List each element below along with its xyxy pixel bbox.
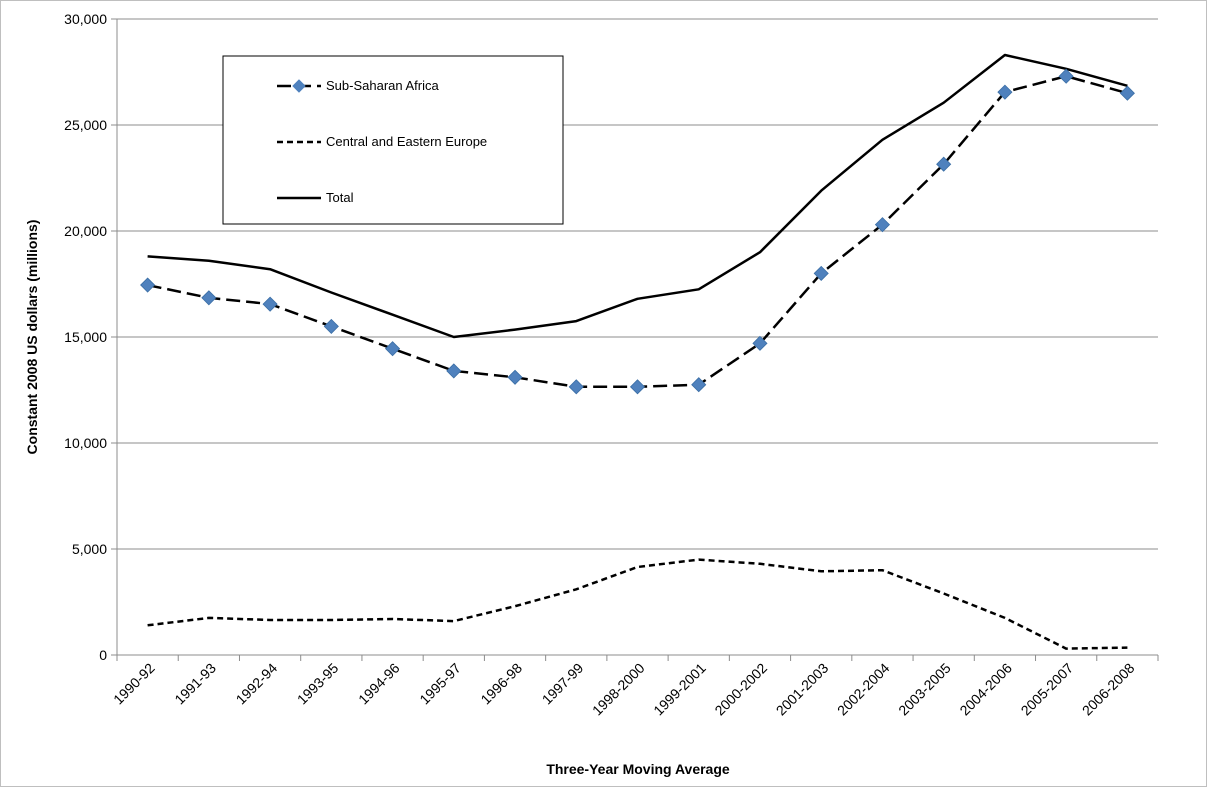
x-tick-label: 1991-93 — [171, 660, 219, 708]
x-tick-label: 1994-96 — [355, 660, 403, 708]
data-point-sub-saharan-africa — [1058, 68, 1074, 84]
x-tick-label: 1997-99 — [539, 660, 587, 708]
data-point-sub-saharan-africa — [936, 156, 952, 172]
legend-item-total: Total — [277, 190, 354, 205]
legend-label-total: Total — [326, 190, 354, 205]
x-tick-label: 1998-2000 — [589, 660, 648, 719]
x-tick-label: 1999-2001 — [650, 660, 709, 719]
x-tick-labels: 1990-92 1991-93 1992-94 1993-95 1994-96 1995-… — [110, 660, 1138, 719]
legend-box — [222, 55, 564, 225]
legend-label-sub-saharan-africa: Sub-Saharan Africa — [326, 78, 440, 93]
legend: Sub-Saharan Africa Central and Eastern E… — [222, 55, 564, 225]
y-tick-label: 10,000 — [64, 435, 107, 451]
axes — [111, 18, 1159, 661]
data-point-sub-saharan-africa — [507, 369, 523, 385]
data-point-sub-saharan-africa — [813, 265, 829, 281]
data-point-sub-saharan-africa — [140, 277, 156, 293]
data-point-sub-saharan-africa — [323, 318, 339, 334]
data-point-sub-saharan-africa — [201, 290, 217, 306]
y-tick-label: 5,000 — [72, 541, 107, 557]
x-tick-label: 2000-2002 — [711, 660, 770, 719]
x-axis-title: Three-Year Moving Average — [546, 761, 730, 777]
data-point-sub-saharan-africa — [874, 217, 891, 233]
y-tick-label: 25,000 — [64, 117, 107, 133]
x-tick-label: 2002-2004 — [834, 660, 893, 719]
series-line-total — [147, 53, 1128, 339]
legend-marker-diamond — [292, 79, 306, 93]
legend-label-central-eastern-europe: Central and Eastern Europe — [326, 134, 487, 149]
data-point-sub-saharan-africa — [752, 335, 768, 351]
series-markers — [140, 68, 1135, 395]
x-tick-label: 1990-92 — [110, 660, 158, 708]
y-tick-label: 15,000 — [64, 329, 107, 345]
x-tick-label: 2006-2008 — [1079, 660, 1138, 719]
x-tick-label: 1995-97 — [416, 660, 464, 708]
legend-item-central-eastern-europe: Central and Eastern Europe — [277, 134, 487, 149]
x-tick-label: 2003-2005 — [895, 660, 954, 719]
x-tick-label: 1996-98 — [477, 660, 525, 708]
x-tick-label: 1992-94 — [233, 660, 281, 708]
series-line-central-eastern-europe — [147, 558, 1128, 650]
y-tick-label: 30,000 — [64, 11, 107, 27]
y-axis-title: Constant 2008 US dollars (millions) — [24, 220, 40, 455]
data-point-sub-saharan-africa — [262, 296, 278, 312]
data-point-sub-saharan-africa — [568, 379, 584, 395]
x-tick-label: 2005-2007 — [1018, 660, 1077, 719]
y-tick-labels: 0 5,000 10,000 15,000 20,000 25,000 30,000 — [64, 11, 107, 663]
y-tick-label: 0 — [99, 647, 107, 663]
x-tick-label: 2001-2003 — [773, 660, 832, 719]
data-point-sub-saharan-africa — [691, 377, 707, 393]
x-tick-label: 1993-95 — [294, 660, 342, 708]
x-tick-label: 2004-2006 — [956, 660, 1015, 719]
data-point-sub-saharan-africa — [446, 363, 462, 379]
data-point-sub-saharan-africa — [1119, 85, 1135, 101]
legend-item-sub-saharan-africa: Sub-Saharan Africa — [277, 78, 440, 93]
data-point-sub-saharan-africa — [384, 341, 401, 357]
y-tick-label: 20,000 — [64, 223, 107, 239]
data-point-sub-saharan-africa — [997, 84, 1013, 100]
data-point-sub-saharan-africa — [629, 379, 646, 395]
